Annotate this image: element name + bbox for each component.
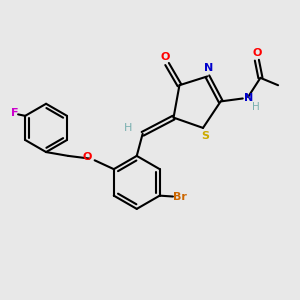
- Text: N: N: [204, 63, 214, 73]
- Text: O: O: [160, 52, 170, 62]
- Text: O: O: [253, 48, 262, 58]
- Text: Br: Br: [173, 192, 187, 202]
- Text: S: S: [201, 131, 209, 141]
- Text: H: H: [252, 102, 260, 112]
- Text: O: O: [82, 152, 92, 162]
- Text: F: F: [11, 109, 19, 118]
- Text: N: N: [244, 93, 253, 103]
- Text: H: H: [124, 123, 133, 133]
